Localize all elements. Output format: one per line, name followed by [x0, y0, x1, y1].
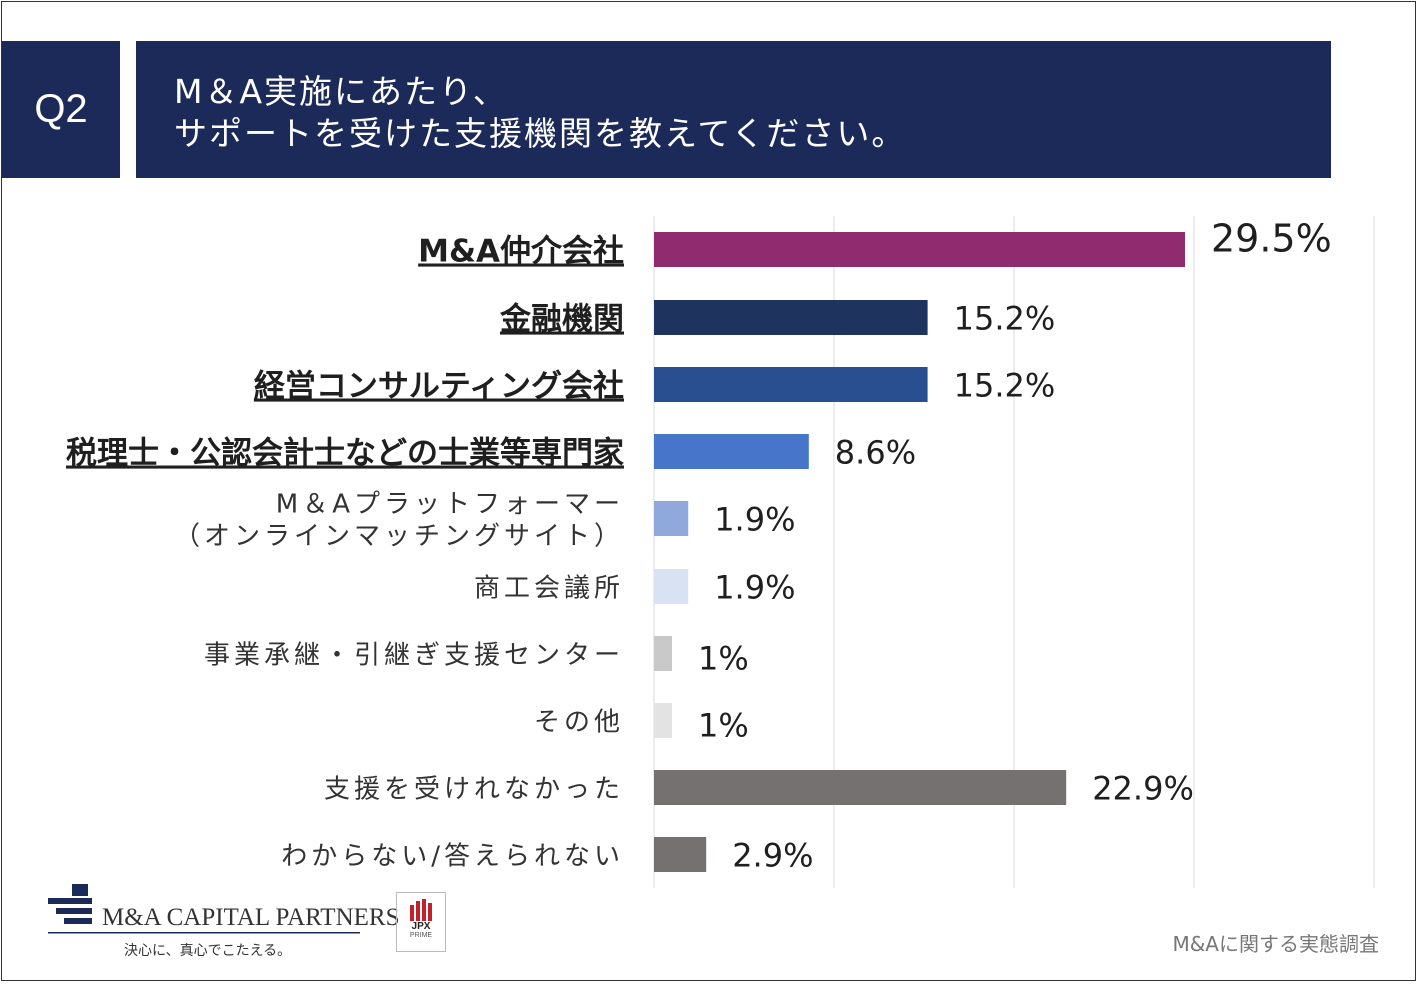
value-label-8: 1%	[698, 707, 749, 745]
category-label-9: 支援を受けれなかった	[324, 775, 624, 805]
title-line-1: M＆A実施にあたり、	[174, 72, 508, 111]
category-label-10: わからない/答えられない	[281, 842, 624, 872]
bar-5	[654, 501, 689, 536]
bar-7	[654, 636, 672, 671]
bar-2	[654, 300, 928, 335]
category-label-3: 経営コンサルティング会社	[254, 369, 624, 405]
category-label-6: 商工会議所	[474, 574, 624, 604]
value-label-7: 1%	[698, 640, 749, 678]
company-logo-mark	[48, 884, 360, 934]
question-title: M＆A実施にあたり、 サポートを受けた支援機関を教えてください。	[136, 41, 1331, 178]
bar-8	[654, 703, 672, 738]
category-label-2: 金融機関	[499, 302, 624, 338]
bar-3	[654, 367, 928, 402]
category-label-5-line-2: （オンラインマッチングサイト）	[174, 522, 624, 552]
category-label-5-line-1: M＆Aプラットフォーマー	[276, 490, 624, 520]
bar-10	[654, 837, 707, 872]
title-line-2: サポートを受けた支援機関を教えてください。	[174, 114, 907, 153]
company-tagline: 決心に、真心でこたえる。	[124, 943, 292, 959]
value-label-3: 15.2%	[954, 367, 1056, 405]
bar-1	[654, 232, 1185, 267]
bar-6	[654, 569, 689, 604]
question-number: Q2	[2, 41, 120, 178]
company-name: M&A CAPITAL PARTNERS	[102, 904, 400, 931]
bar-4	[654, 434, 809, 469]
survey-source: M&Aに関する実態調査	[1172, 932, 1379, 956]
value-label-10: 2.9%	[732, 837, 813, 875]
value-label-1: 29.5%	[1211, 217, 1332, 261]
value-label-2: 15.2%	[954, 300, 1056, 338]
question-label: Q2	[34, 87, 88, 131]
value-label-9: 22.9%	[1092, 770, 1194, 808]
bar-9	[654, 770, 1067, 805]
category-label-8: その他	[534, 708, 624, 738]
value-label-4: 8.6%	[835, 434, 916, 472]
jpx-prime-badge: JPX PRIME	[396, 892, 446, 952]
jpx-label: JPX	[411, 921, 431, 932]
jpx-sub-label: PRIME	[409, 932, 433, 939]
category-label-1: M&A仲介会社	[418, 234, 624, 270]
value-label-5: 1.9%	[714, 501, 795, 539]
category-label-7: 事業承継・引継ぎ支援センター	[204, 641, 624, 671]
jpx-logo-icon	[408, 899, 434, 921]
value-label-6: 1.9%	[714, 569, 795, 607]
category-label-4: 税理士・公認会計士などの士業等専門家	[66, 436, 624, 472]
